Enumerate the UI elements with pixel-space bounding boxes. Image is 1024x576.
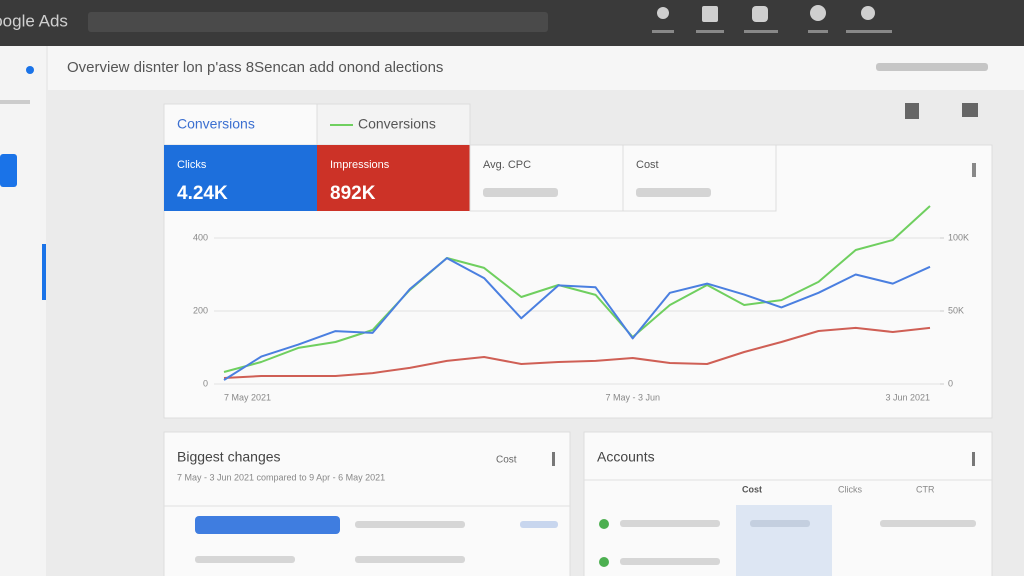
nav-item[interactable] (0, 100, 30, 104)
side-nav (0, 46, 46, 576)
help-icon[interactable] (861, 6, 875, 20)
row-value-blurred (880, 520, 976, 527)
download-icon[interactable] (905, 103, 919, 119)
sorted-column (736, 505, 832, 576)
nav-indicator (42, 244, 46, 300)
page-title: Overview disnter lon p'ass 8Sencan add o… (67, 59, 443, 76)
row-value-blurred (750, 520, 810, 527)
status-dot (599, 519, 609, 529)
row-text-blurred (355, 556, 465, 563)
more-menu[interactable] (552, 452, 555, 466)
product-name: Google Ads (0, 11, 68, 30)
metric-dropdown[interactable]: Cost (496, 455, 517, 466)
metric-label: Impressions (330, 159, 390, 171)
x-tick-label: 7 May - 3 Jun (605, 392, 660, 402)
chart: 0 200 400 0 50K 100K 7 May 2021 7 May - 3 Jun 3 … (193, 205, 969, 402)
tab-label: Conversions (177, 116, 255, 132)
column-header[interactable]: Clicks (838, 484, 862, 494)
column-header[interactable]: Cost (742, 484, 762, 494)
series-line (223, 326, 931, 379)
status-dot (599, 557, 609, 567)
page-header (48, 46, 1024, 90)
metric-tile[interactable] (164, 145, 317, 211)
metric-tile[interactable] (622, 144, 777, 212)
expand-icon[interactable] (962, 103, 978, 117)
y2-tick-label: 100K (948, 232, 969, 242)
metric-value-blurred (636, 188, 711, 197)
nav-active[interactable] (0, 154, 17, 187)
metric-value: 892K (330, 183, 376, 204)
y-tick-label: 200 (193, 305, 208, 315)
metric-label: Cost (636, 159, 659, 171)
row-text-blurred (195, 556, 295, 563)
more-menu[interactable] (972, 163, 976, 177)
y-tick-label: 0 (203, 378, 208, 388)
toolbar-icons (652, 5, 892, 33)
metric-tile[interactable] (469, 144, 624, 212)
refresh-icon[interactable] (810, 5, 826, 21)
more-menu[interactable] (972, 452, 975, 466)
card-title: Biggest changes (177, 449, 281, 465)
reports-icon[interactable] (702, 6, 718, 22)
row-text-blurred (620, 520, 720, 527)
metric-tile[interactable] (317, 145, 470, 211)
tools-icon[interactable] (752, 6, 768, 22)
biggest-changes-card (163, 431, 571, 576)
y-tick-label: 400 (193, 232, 208, 242)
column-header[interactable]: CTR (916, 484, 935, 494)
change-bar (195, 516, 340, 534)
y2-tick-label: 50K (948, 305, 964, 315)
date-range[interactable] (876, 63, 988, 71)
card-title: Accounts (597, 449, 655, 465)
tab-label: Conversions (358, 116, 436, 132)
search-icon[interactable] (657, 7, 669, 19)
x-tick-label: 3 Jun 2021 (885, 392, 930, 402)
nav-dot (26, 66, 34, 74)
search-box[interactable] (88, 12, 548, 32)
y2-tick-label: 0 (948, 378, 953, 388)
series-line (223, 257, 931, 381)
row-text-blurred (620, 558, 720, 565)
card-subtitle: 7 May - 3 Jun 2021 compared to 9 Apr - 6… (177, 472, 385, 482)
x-tick-label: 7 May 2021 (224, 392, 271, 402)
metric-label: Avg. CPC (483, 159, 531, 171)
row-text-blurred (355, 521, 465, 528)
metric-label: Clicks (177, 159, 207, 171)
row-value-blurred (520, 521, 558, 528)
series-line (223, 205, 931, 373)
metric-value-blurred (483, 188, 558, 197)
metric-value: 4.24K (177, 183, 228, 204)
tab[interactable] (163, 103, 318, 146)
